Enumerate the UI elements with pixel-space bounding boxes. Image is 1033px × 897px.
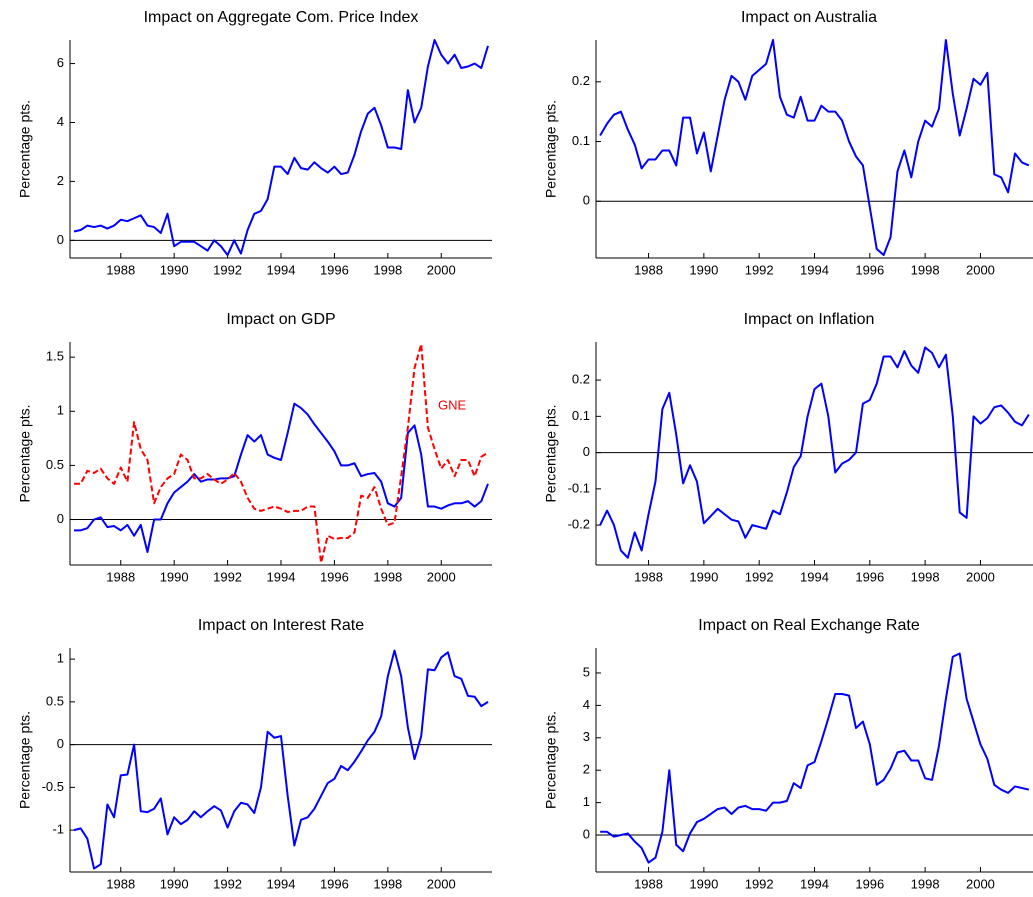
y-tick-label: 0.5 <box>46 457 64 472</box>
x-tick-label: 1992 <box>213 569 242 584</box>
y-tick-label: 1 <box>57 651 64 666</box>
x-tick-label: 1994 <box>800 262 829 277</box>
y-tick-label: 1 <box>583 794 590 809</box>
x-tick-label: 1994 <box>267 876 296 891</box>
x-tick-label: 1990 <box>689 569 718 584</box>
y-tick-label: 0 <box>583 826 590 841</box>
x-tick-label: 1998 <box>911 569 940 584</box>
y-tick-label: 1.5 <box>46 349 64 364</box>
panel: Impact on Australia Percentage pts. 0 0.1 0.… <box>543 9 1033 277</box>
y-axis-label: Percentage pts. <box>543 100 559 198</box>
x-tick-label: 1990 <box>160 262 189 277</box>
x-tick-label: 1994 <box>267 262 296 277</box>
y-tick-label: -0.2 <box>568 517 590 532</box>
x-tick-label: 1996 <box>320 262 349 277</box>
x-tick-label: 2000 <box>427 876 456 891</box>
y-tick-label: 0 <box>583 193 590 208</box>
x-tick-label: 1990 <box>689 876 718 891</box>
x-tick-label: 1998 <box>373 262 402 277</box>
x-tick-label: 1998 <box>373 876 402 891</box>
x-tick-label: 1988 <box>634 876 663 891</box>
x-tick-label: 2000 <box>427 262 456 277</box>
y-tick-label: -0.5 <box>42 779 64 794</box>
y-tick-label: 1 <box>57 403 64 418</box>
y-tick-label: 2 <box>57 173 64 188</box>
x-tick-label: 1988 <box>634 569 663 584</box>
series-line <box>73 39 489 257</box>
x-tick-label: 1998 <box>911 262 940 277</box>
x-tick-label: 1988 <box>634 262 663 277</box>
series-line <box>74 402 489 554</box>
panel-title: Impact on Aggregate Com. Price Index <box>144 9 419 26</box>
x-tick-label: 1994 <box>267 569 296 584</box>
panel-title: Impact on Inflation <box>744 311 875 328</box>
panel-title: Impact on Interest Rate <box>198 617 364 634</box>
x-tick-label: 1988 <box>106 262 135 277</box>
x-tick-label: 1994 <box>800 569 829 584</box>
x-tick-label: 1988 <box>106 876 135 891</box>
y-tick-label: -1 <box>52 822 64 837</box>
panel: Impact on GDP Percentage pts. 0 0.5 1 1.5 1988… <box>17 311 492 584</box>
panel-title: Impact on Australia <box>741 9 877 26</box>
x-tick-label: 1998 <box>373 569 402 584</box>
x-tick-label: 2000 <box>966 876 995 891</box>
panel: Impact on Interest Rate Percentage pts. -1… <box>17 617 492 891</box>
y-tick-label: 4 <box>57 114 64 129</box>
y-tick-label: 0.2 <box>572 372 590 387</box>
x-tick-label: 1990 <box>160 876 189 891</box>
y-axis-label: Percentage pts. <box>17 711 33 809</box>
x-tick-label: 1996 <box>320 569 349 584</box>
x-tick-label: 2000 <box>966 569 995 584</box>
y-tick-label: 0 <box>57 736 64 751</box>
series-line <box>599 39 1030 257</box>
panel: Impact on Aggregate Com. Price Index Perc… <box>17 9 492 277</box>
series-line <box>599 346 1030 559</box>
y-axis-label: Percentage pts. <box>17 100 33 198</box>
panel: Impact on Inflation Percentage pts. -0.2 -0… <box>543 311 1033 584</box>
y-tick-label: 0 <box>57 511 64 526</box>
x-tick-label: 1992 <box>745 876 774 891</box>
y-tick-label: 0.1 <box>572 408 590 423</box>
y-tick-label: 0.5 <box>46 693 64 708</box>
x-tick-label: 1996 <box>855 876 884 891</box>
y-tick-label: 0 <box>583 444 590 459</box>
y-tick-label: 3 <box>583 729 590 744</box>
y-tick-label: 4 <box>583 697 590 712</box>
x-tick-label: 1992 <box>745 569 774 584</box>
x-tick-label: 2000 <box>427 569 456 584</box>
y-tick-label: 5 <box>583 664 590 679</box>
y-axis-label: Percentage pts. <box>543 711 559 809</box>
y-tick-label: 2 <box>583 762 590 777</box>
series-line <box>73 649 489 870</box>
y-tick-label: 0.1 <box>572 133 590 148</box>
series-line <box>600 652 1030 864</box>
x-tick-label: 1994 <box>800 876 829 891</box>
y-tick-label: -0.1 <box>568 480 590 495</box>
x-tick-label: 1992 <box>745 262 774 277</box>
y-tick-label: 0 <box>57 232 64 247</box>
x-tick-label: 1990 <box>689 262 718 277</box>
x-tick-label: 1988 <box>106 569 135 584</box>
series-line <box>74 343 489 564</box>
y-tick-label: 0.2 <box>572 73 590 88</box>
series-label: GNE <box>438 397 467 412</box>
y-axis-label: Percentage pts. <box>543 404 559 502</box>
x-tick-label: 1998 <box>911 876 940 891</box>
y-axis-label: Percentage pts. <box>17 404 33 502</box>
y-tick-label: 6 <box>57 55 64 70</box>
panel-title: Impact on Real Exchange Rate <box>698 617 920 634</box>
x-tick-label: 1996 <box>855 569 884 584</box>
panel-title: Impact on GDP <box>226 311 335 328</box>
x-tick-label: 1992 <box>213 262 242 277</box>
x-tick-label: 1992 <box>213 876 242 891</box>
x-tick-label: 1990 <box>160 569 189 584</box>
x-tick-label: 2000 <box>966 262 995 277</box>
panel: Impact on Real Exchange Rate Percentage p… <box>543 617 1033 891</box>
x-tick-label: 1996 <box>320 876 349 891</box>
x-tick-label: 1996 <box>855 262 884 277</box>
